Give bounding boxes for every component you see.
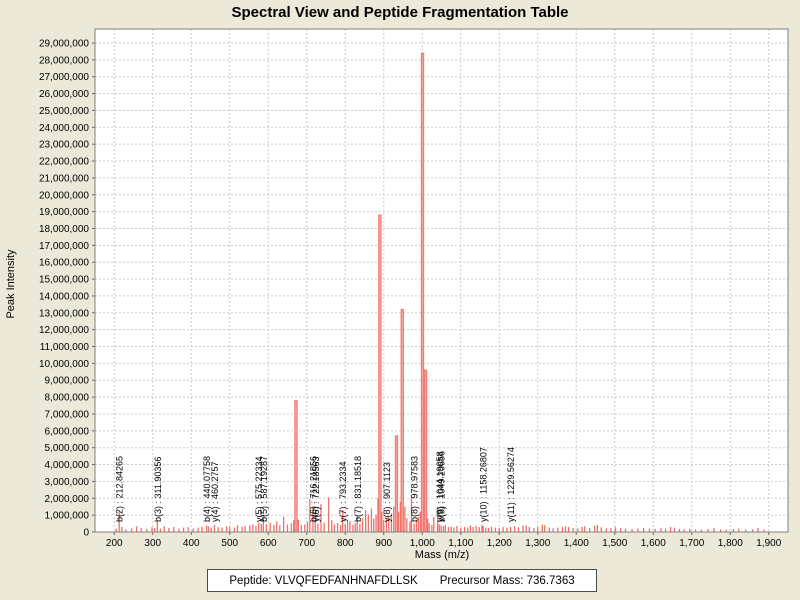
svg-text:400: 400 xyxy=(183,538,200,549)
y-tick-labels: 0 1,000,000 2,000,000 3,000,000 4,000,000 5,0… xyxy=(39,38,90,538)
svg-text:900: 900 xyxy=(375,538,392,549)
svg-text:23,000,000: 23,000,000 xyxy=(39,140,89,151)
fragment-annotation: y(10) : 1158.26807 xyxy=(479,447,489,522)
svg-text:14,000,000: 14,000,000 xyxy=(39,291,89,302)
x-axis-title: Mass (m/z) xyxy=(414,549,470,561)
svg-text:5,000,000: 5,000,000 xyxy=(45,443,90,454)
svg-text:25,000,000: 25,000,000 xyxy=(39,106,89,117)
peak-bar xyxy=(378,214,382,533)
peak-bar xyxy=(420,52,425,533)
svg-text:9,000,000: 9,000,000 xyxy=(45,376,90,387)
fragment-annotation: b(5) : 587.19287 xyxy=(259,456,269,522)
gridlines xyxy=(95,29,788,532)
svg-text:1,000: 1,000 xyxy=(410,538,435,549)
svg-text:600: 600 xyxy=(260,538,277,549)
fragment-annotation: y(5) : 575.22334 xyxy=(254,456,264,522)
svg-text:1,600: 1,600 xyxy=(641,538,666,549)
peptide-info-box: Peptide: VLVQFEDFANHNAFDLLSK Precursor M… xyxy=(207,569,597,592)
fragment-annotation: y(4) : 460.2757 xyxy=(210,461,220,522)
svg-text:1,800: 1,800 xyxy=(718,538,743,549)
spectrum-plot[interactable]: 200 300 400 500 600 700 800 900 1,000 1,100 1,200 1… xyxy=(0,0,800,566)
fragment-annotation: y(11) : 1229.56274 xyxy=(506,447,516,522)
svg-text:22,000,000: 22,000,000 xyxy=(39,157,89,168)
x-tick-labels: 200 300 400 500 600 700 800 900 1,000 1,100 1,200 1… xyxy=(106,538,782,549)
svg-text:700: 700 xyxy=(298,538,315,549)
svg-text:3,000,000: 3,000,000 xyxy=(45,477,90,488)
plot-border xyxy=(94,28,789,533)
svg-text:800: 800 xyxy=(337,538,354,549)
svg-text:27,000,000: 27,000,000 xyxy=(39,72,89,83)
peak-bar xyxy=(400,308,404,533)
svg-text:7,000,000: 7,000,000 xyxy=(45,409,90,420)
svg-text:17,000,000: 17,000,000 xyxy=(39,241,89,252)
svg-text:1,400: 1,400 xyxy=(564,538,589,549)
svg-text:6,000,000: 6,000,000 xyxy=(45,426,90,437)
svg-text:1,500: 1,500 xyxy=(602,538,627,549)
svg-text:19,000,000: 19,000,000 xyxy=(39,207,89,218)
svg-text:1,700: 1,700 xyxy=(679,538,704,549)
fragment-annotation: b(3) : 311.90356 xyxy=(153,457,163,522)
peak-bar xyxy=(423,369,428,533)
svg-text:0: 0 xyxy=(83,528,89,539)
svg-text:1,000,000: 1,000,000 xyxy=(45,511,90,522)
svg-text:21,000,000: 21,000,000 xyxy=(39,173,89,184)
svg-text:4,000,000: 4,000,000 xyxy=(45,460,90,471)
svg-text:2,000,000: 2,000,000 xyxy=(45,494,90,505)
svg-text:24,000,000: 24,000,000 xyxy=(39,123,89,134)
svg-text:1,100: 1,100 xyxy=(448,538,473,549)
svg-text:1,200: 1,200 xyxy=(487,538,512,549)
svg-text:26,000,000: 26,000,000 xyxy=(39,89,89,100)
svg-text:500: 500 xyxy=(221,538,238,549)
svg-text:16,000,000: 16,000,000 xyxy=(39,258,89,269)
precursor-mass-label: Precursor Mass: 736.7363 xyxy=(439,574,575,587)
svg-text:10,000,000: 10,000,000 xyxy=(39,359,89,370)
svg-text:1,300: 1,300 xyxy=(525,538,550,549)
svg-text:13,000,000: 13,000,000 xyxy=(39,308,89,319)
svg-text:8,000,000: 8,000,000 xyxy=(45,393,90,404)
fragment-annotation: b(2) : 212.84265 xyxy=(115,456,125,522)
fragment-annotation: b(4) : 440.07758 xyxy=(202,456,212,522)
fragment-annotation: b(8) : 978.97583 xyxy=(410,456,420,522)
fragment-annotation: b(9) : 1049.20656 xyxy=(437,451,447,522)
svg-text:29,000,000: 29,000,000 xyxy=(39,38,89,49)
fragment-annotation: y(6) : 722.18563 xyxy=(311,456,321,522)
svg-text:20,000,000: 20,000,000 xyxy=(39,190,89,201)
peptide-label: Peptide: VLVQFEDFANHNAFDLLSK xyxy=(229,574,418,587)
fragment-annotation: y(9) : 1044.19058 xyxy=(435,451,445,522)
svg-text:300: 300 xyxy=(144,538,161,549)
svg-text:28,000,000: 28,000,000 xyxy=(39,55,89,66)
svg-text:18,000,000: 18,000,000 xyxy=(39,224,89,235)
svg-text:12,000,000: 12,000,000 xyxy=(39,325,89,336)
svg-text:1,900: 1,900 xyxy=(756,538,781,549)
fragment-annotations: b(2) : 212.84265 b(3) : 311.90356 b(4) : 4… xyxy=(115,447,516,522)
chart-title: Spectral View and Peptide Fragmentation … xyxy=(231,4,569,21)
peak-bar xyxy=(394,435,399,533)
svg-text:11,000,000: 11,000,000 xyxy=(40,342,90,353)
svg-text:15,000,000: 15,000,000 xyxy=(39,275,89,286)
fragment-annotation: b(6) : 716.21856 xyxy=(308,456,318,522)
y-axis-title: Peak Intensity xyxy=(5,249,17,319)
svg-text:200: 200 xyxy=(106,538,123,549)
peak-bar xyxy=(294,400,298,533)
fragment-annotation: y(7) : 793.2334 xyxy=(338,461,348,522)
fragment-annotation: y(8) : 907.1123 xyxy=(382,462,392,522)
fragment-annotation: b(7) : 831.18518 xyxy=(353,456,363,522)
